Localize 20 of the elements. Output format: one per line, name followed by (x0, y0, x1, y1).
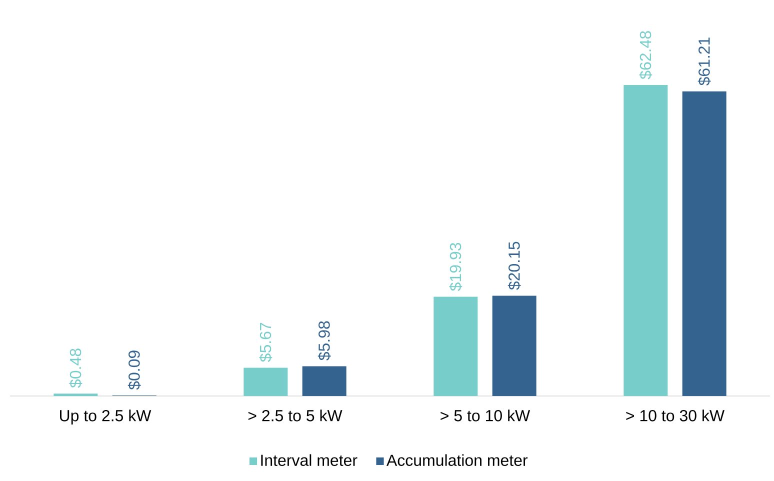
x-tick-label: Up to 2.5 kW (60, 410, 152, 425)
data-label: $5.67 (259, 322, 272, 362)
bar (624, 84, 668, 396)
data-label: $20.15 (508, 242, 521, 290)
x-tick-label: > 5 to 10 kW (440, 410, 530, 422)
data-label: $62.48 (639, 31, 652, 80)
data-label: $19.93 (449, 242, 462, 292)
bar (244, 368, 288, 396)
bar (682, 91, 726, 396)
data-label: $0.48 (69, 348, 82, 388)
x-tick-label: > 10 to 30 kW (626, 410, 724, 422)
x-tick-label: > 2.5 to 5 kW (248, 410, 342, 422)
legend-label: Accumulation meter (386, 454, 528, 466)
legend-label: Interval meter (261, 454, 358, 466)
data-label: $5.98 (318, 321, 331, 360)
bar (434, 296, 478, 396)
bar (302, 366, 346, 396)
data-label: $0.09 (128, 350, 141, 390)
bar (492, 296, 536, 396)
data-label: $61.21 (698, 38, 711, 86)
